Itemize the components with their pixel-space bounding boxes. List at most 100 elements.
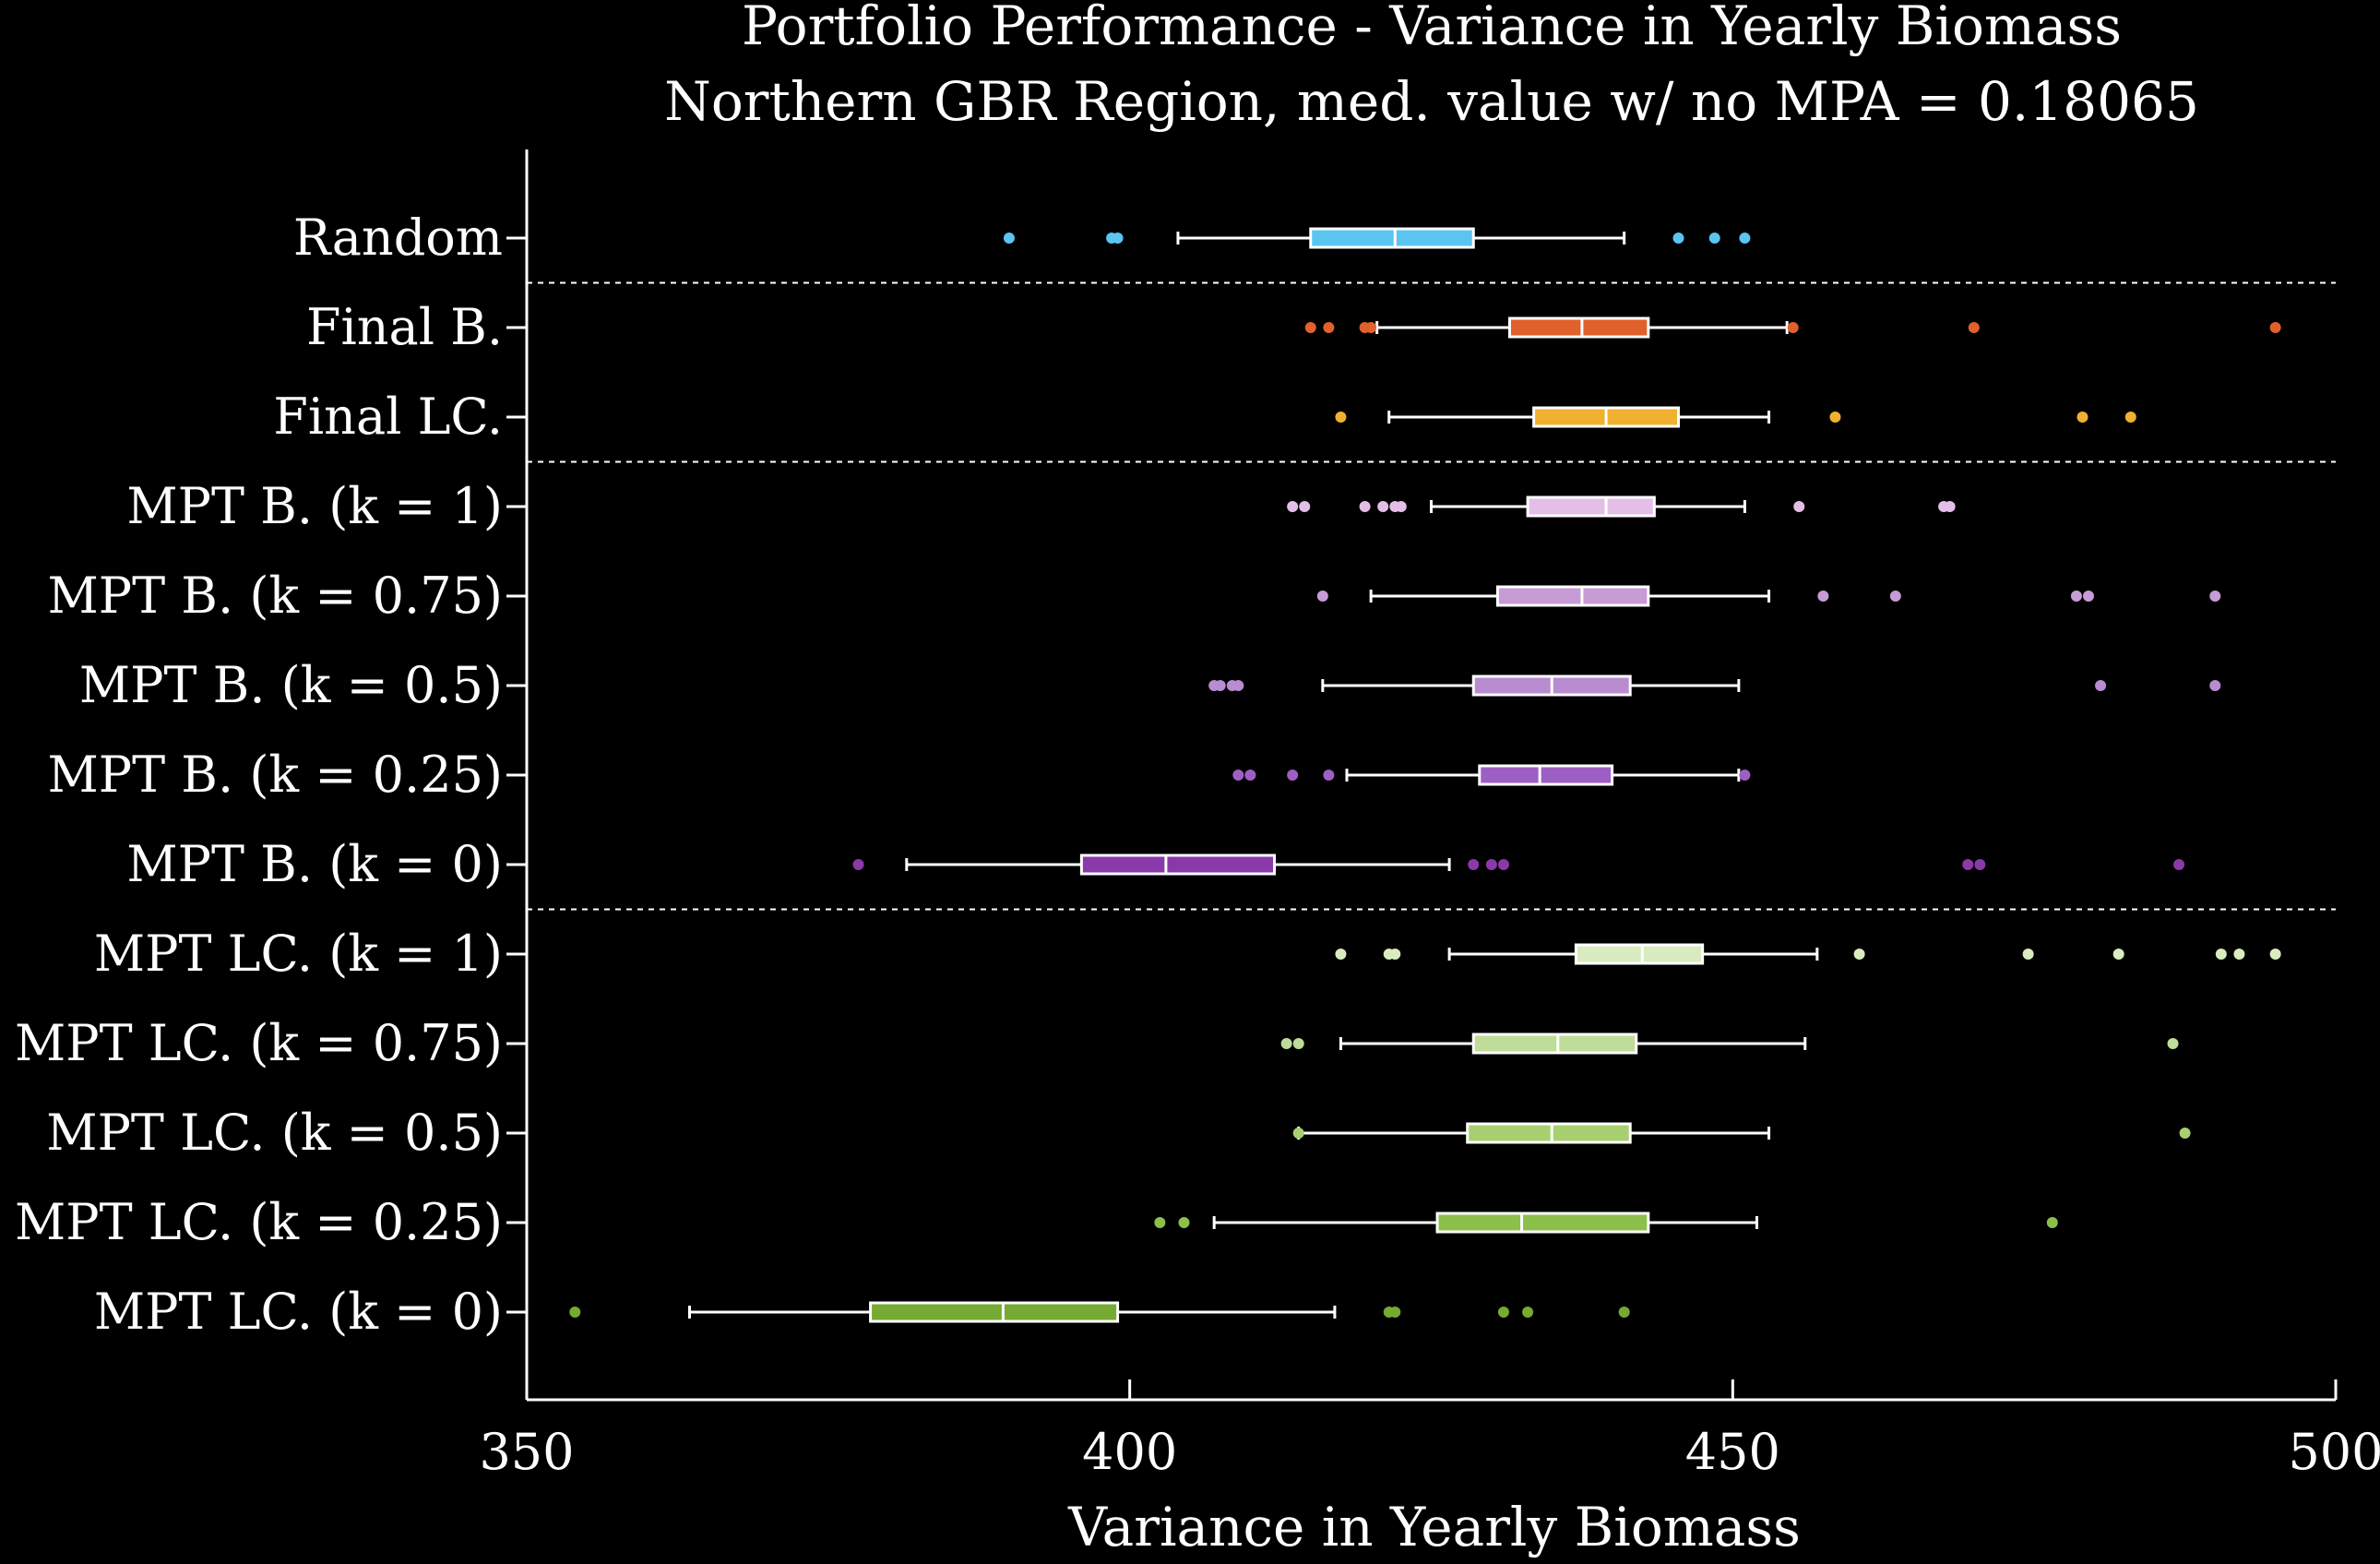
y-tick-label: Random [293, 209, 503, 267]
y-tick-label: MPT LC. (k = 0.75) [15, 1014, 503, 1072]
outlier-point [2173, 859, 2185, 870]
outlier-point [2124, 412, 2136, 423]
outlier-point [1944, 501, 1956, 512]
outlier-point [1232, 770, 1244, 781]
outlier-point [1739, 233, 1751, 244]
box-series-row [1232, 764, 1751, 786]
outlier-point [1618, 1307, 1630, 1318]
chart-subtitle: Northern GBR Region, med. value w/ no MP… [664, 70, 2199, 133]
box-series-row [1292, 1122, 2191, 1144]
outlier-point [1522, 1307, 1534, 1318]
outlier-point [1497, 1307, 1509, 1318]
outlier-point [1335, 412, 1347, 423]
outlier-point [2082, 591, 2094, 602]
iqr-box [1435, 1212, 1650, 1234]
outlier-point [569, 1307, 581, 1318]
outlier-point [1112, 233, 1124, 244]
outlier-point [1178, 1217, 1190, 1228]
outlier-point [2269, 949, 2281, 960]
box-series-row [1316, 585, 2221, 607]
outlier-point [2209, 591, 2221, 602]
outlier-point [1287, 770, 1299, 781]
outlier-point [1359, 501, 1371, 512]
chart-title: Portfolio Performance - Variance in Year… [742, 0, 2122, 57]
outlier-point [1968, 322, 1980, 333]
iqr-box [869, 1301, 1120, 1323]
box-series-row [852, 854, 2185, 876]
box-series-row [1208, 675, 2221, 697]
y-tick-label: Final LC. [273, 388, 503, 446]
iqr-box [1526, 495, 1656, 518]
outlier-point [1787, 322, 1799, 333]
outlier-point [2046, 1217, 2058, 1228]
outlier-point [852, 859, 864, 870]
box-series-row [1287, 495, 1956, 518]
group-separators [527, 281, 2336, 911]
y-tick-labels: Random Final B. Final LC. MPT B. (k = 1) MPT… [15, 209, 503, 1341]
outlier-point [1154, 1217, 1166, 1228]
outlier-point [1708, 233, 1720, 244]
y-tick-label: MPT LC. (k = 0) [94, 1283, 503, 1341]
y-tick-label: MPT B. (k = 0.75) [48, 567, 504, 625]
outlier-point [1244, 770, 1256, 781]
outlier-point [1485, 859, 1497, 870]
box-series-row [569, 1301, 1630, 1323]
outlier-point [1292, 1038, 1304, 1049]
outlier-point [1377, 501, 1389, 512]
x-tick-labels: 350 400 450 500 [479, 1423, 2380, 1481]
outlier-point [1672, 233, 1684, 244]
outlier-point [1889, 591, 1901, 602]
outlier-point [1739, 770, 1751, 781]
outlier-point [1335, 949, 1347, 960]
y-tick-label: MPT B. (k = 0.25) [48, 746, 504, 804]
box-series-row [1154, 1212, 2058, 1234]
outlier-point [2095, 680, 2107, 691]
y-tick-label: MPT B. (k = 1) [126, 477, 503, 535]
box-series-row [1335, 406, 2136, 428]
iqr-box [1309, 227, 1475, 249]
box-series [569, 227, 2281, 1323]
outlier-point [1962, 859, 1974, 870]
outlier-point [1497, 859, 1509, 870]
outlier-point [1292, 1128, 1304, 1139]
y-tick-label: MPT LC. (k = 0.5) [46, 1104, 503, 1162]
outlier-point [1323, 322, 1335, 333]
y-tick-label: MPT LC. (k = 0.25) [15, 1193, 503, 1251]
outlier-point [2233, 949, 2245, 960]
outlier-point [1280, 1038, 1292, 1049]
x-tick-label: 400 [1082, 1423, 1177, 1481]
outlier-point [2209, 680, 2221, 691]
outlier-point [1316, 591, 1328, 602]
outlier-point [1853, 949, 1865, 960]
axes [506, 149, 2338, 1402]
outlier-point [2269, 322, 2281, 333]
outlier-point [2077, 412, 2088, 423]
outlier-point [1468, 859, 1480, 870]
y-tick-label: MPT B. (k = 0.5) [79, 656, 503, 714]
outlier-point [1214, 680, 1226, 691]
outlier-point [1003, 233, 1015, 244]
outlier-point [1817, 591, 1829, 602]
outlier-point [1389, 1307, 1401, 1318]
iqr-box [1495, 585, 1650, 607]
outlier-point [1395, 501, 1407, 512]
outlier-point [1389, 949, 1401, 960]
box-series-row [1304, 316, 2281, 339]
outlier-point [1323, 770, 1335, 781]
outlier-point [1232, 680, 1244, 691]
outlier-point [1829, 412, 1841, 423]
iqr-box [1079, 854, 1277, 876]
box-series-row [1335, 943, 2281, 965]
outlier-point [1287, 501, 1299, 512]
iqr-box [1574, 943, 1705, 965]
outlier-point [2070, 591, 2082, 602]
outlier-point [1793, 501, 1805, 512]
x-axis-label: Variance in Yearly Biomass [1067, 1496, 1801, 1558]
iqr-box [1478, 764, 1614, 786]
y-tick-label: Final B. [306, 298, 503, 356]
iqr-box [1471, 1033, 1638, 1055]
x-tick-label: 450 [1685, 1423, 1780, 1481]
outlier-point [1974, 859, 1986, 870]
